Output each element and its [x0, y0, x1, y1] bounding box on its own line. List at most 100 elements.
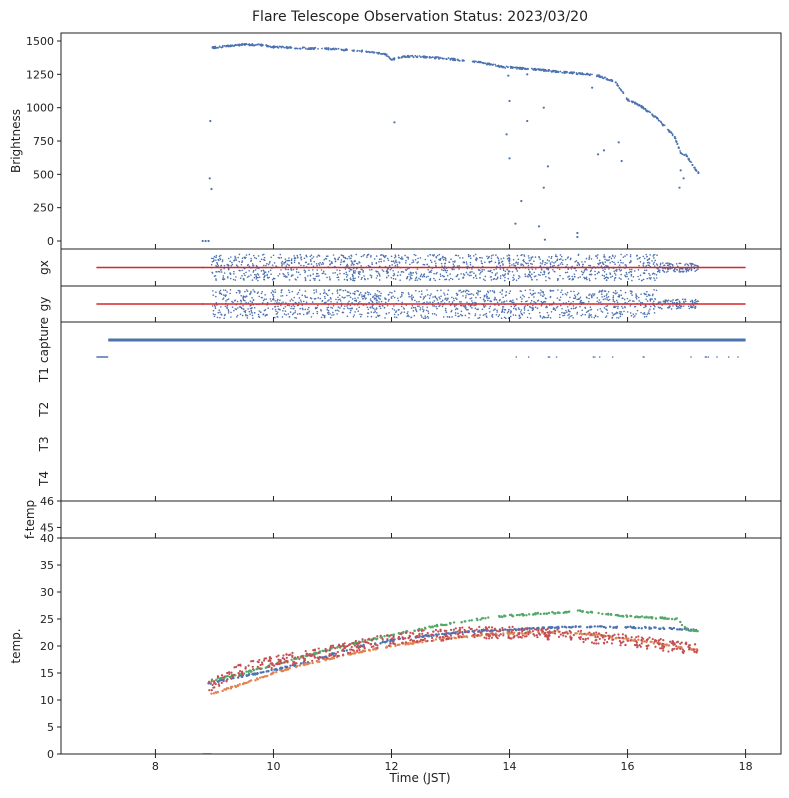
data-point	[451, 296, 453, 299]
data-point	[620, 311, 623, 313]
data-point	[319, 261, 321, 264]
data-point	[469, 257, 472, 260]
data-point	[486, 629, 490, 632]
data-point	[553, 308, 556, 310]
data-point	[286, 263, 289, 265]
data-point	[348, 255, 350, 258]
data-point	[494, 308, 496, 310]
data-point	[620, 278, 622, 280]
data-point	[421, 55, 424, 58]
data-point	[290, 269, 293, 271]
data-point	[489, 305, 492, 308]
data-point	[681, 648, 684, 651]
data-point	[357, 276, 360, 278]
data-point	[269, 260, 271, 263]
data-point	[316, 310, 319, 313]
data-point	[294, 316, 296, 319]
data-point	[384, 301, 387, 304]
data-point	[457, 635, 460, 638]
data-point	[269, 269, 272, 272]
y-axis-label: Brightness	[9, 109, 23, 173]
data-point	[337, 276, 340, 278]
data-point	[265, 666, 268, 669]
data-point	[367, 278, 369, 280]
data-point	[222, 289, 225, 291]
data-point	[229, 277, 232, 280]
data-point	[231, 263, 234, 266]
data-point	[549, 295, 552, 298]
data-point	[265, 314, 268, 316]
data-point	[349, 268, 352, 271]
data-point	[286, 259, 289, 262]
data-point	[561, 289, 563, 291]
data-point	[258, 295, 260, 298]
data-point	[272, 254, 275, 257]
data-point	[444, 307, 447, 310]
data-point	[610, 80, 613, 82]
data-point	[548, 256, 550, 258]
data-point	[208, 681, 211, 685]
data-point	[316, 304, 319, 307]
data-point	[484, 275, 487, 278]
data-point	[279, 299, 281, 302]
data-point	[550, 70, 553, 73]
data-point	[422, 629, 425, 632]
data-point	[690, 262, 693, 265]
data-point	[271, 308, 274, 310]
data-point	[220, 46, 223, 49]
status-dot	[727, 356, 730, 358]
data-point	[684, 153, 687, 156]
data-point	[381, 53, 383, 56]
data-point	[329, 278, 331, 280]
data-point	[420, 628, 424, 631]
data-point	[505, 300, 508, 302]
data-point	[395, 316, 398, 319]
row-label-T3: T3	[37, 436, 51, 452]
data-point	[317, 254, 320, 257]
data-point	[554, 255, 557, 258]
data-point	[315, 275, 318, 278]
data-point	[451, 309, 453, 312]
data-point	[492, 254, 494, 256]
data-point	[419, 296, 422, 298]
data-point	[421, 276, 424, 278]
data-point	[442, 255, 444, 258]
data-point	[377, 295, 379, 298]
data-point	[288, 316, 291, 318]
data-point	[400, 311, 403, 313]
data-point	[277, 274, 279, 277]
data-point	[239, 313, 242, 316]
data-point	[611, 260, 614, 263]
data-point	[596, 254, 599, 256]
data-point	[584, 313, 587, 316]
data-point	[394, 311, 397, 314]
data-point	[577, 253, 580, 256]
data-point	[691, 262, 694, 265]
data-point	[506, 255, 508, 257]
data-point	[500, 261, 503, 263]
data-point	[499, 291, 502, 294]
data-point	[226, 307, 229, 310]
data-point	[620, 269, 623, 271]
data-point	[303, 269, 306, 272]
data-point	[408, 293, 410, 296]
data-point	[280, 291, 283, 294]
data-point	[406, 56, 409, 58]
data-point	[508, 292, 511, 295]
data-point	[554, 309, 557, 312]
data-point	[270, 256, 272, 259]
data-point	[216, 263, 219, 266]
data-point	[246, 314, 249, 317]
data-point	[680, 623, 684, 627]
data-point	[286, 304, 289, 307]
data-point	[574, 625, 577, 629]
data-point	[559, 316, 561, 319]
data-point	[445, 632, 448, 635]
data-point	[325, 48, 328, 51]
data-point	[639, 645, 642, 648]
data-point	[614, 290, 617, 292]
data-point	[518, 317, 521, 320]
data-point	[291, 313, 294, 316]
data-point	[608, 256, 611, 259]
data-point	[602, 149, 606, 152]
